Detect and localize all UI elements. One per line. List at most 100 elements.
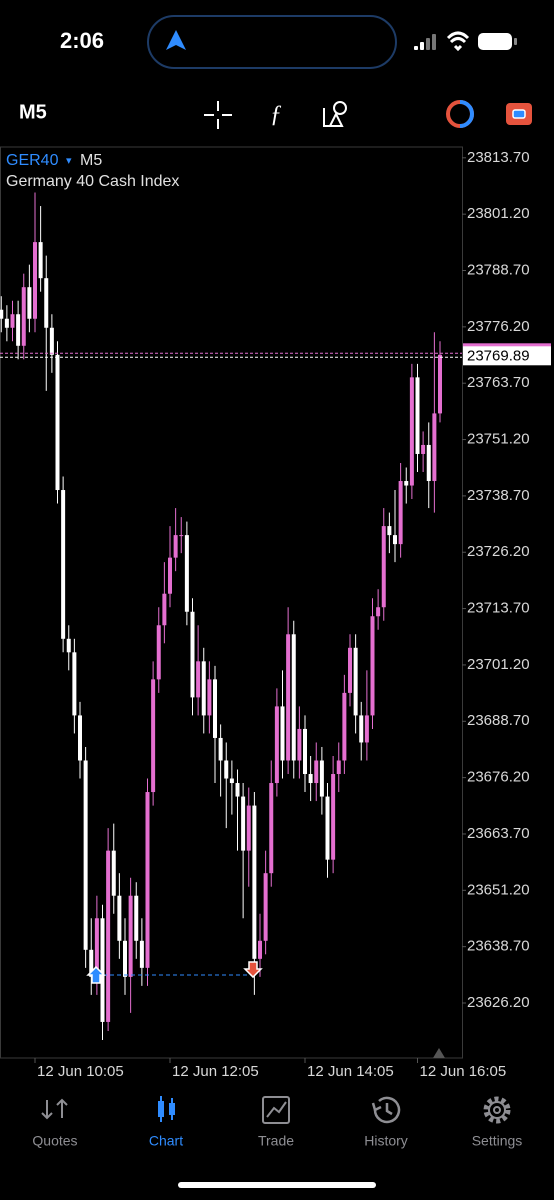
- candle-body: [173, 535, 178, 558]
- candle-body: [353, 647, 358, 716]
- candle-body: [207, 679, 212, 716]
- candle-body: [269, 783, 274, 874]
- candle-body: [246, 805, 251, 851]
- tab-trade[interactable]: Trade: [258, 1133, 294, 1149]
- candle-body: [27, 287, 32, 319]
- candle-body: [274, 706, 279, 784]
- quotes-icon: [41, 1098, 68, 1120]
- candle-body: [44, 278, 49, 328]
- candle-body: [241, 796, 246, 851]
- price-label-box: [463, 345, 551, 366]
- tab-settings[interactable]: Settings: [472, 1133, 523, 1149]
- candle-body: [263, 873, 268, 941]
- dynamic-island: [147, 15, 397, 69]
- tab-quotes[interactable]: Quotes: [32, 1133, 77, 1149]
- candle-body: [21, 287, 26, 346]
- candle-body: [16, 314, 21, 346]
- candle-body: [72, 652, 77, 716]
- candle-body: [229, 778, 234, 784]
- y-tick-label: 23813.70: [467, 149, 530, 166]
- location-icon: [166, 30, 186, 50]
- y-tick-label: 23713.70: [467, 600, 530, 617]
- candle-body: [184, 535, 189, 612]
- candle-body: [376, 607, 381, 617]
- candle-body: [409, 377, 414, 486]
- candle-body: [38, 242, 43, 279]
- trade-icon: [262, 1096, 290, 1124]
- candle-body: [364, 715, 369, 743]
- candle-body: [218, 737, 223, 761]
- candle-body: [33, 242, 37, 319]
- chart-frame: [0, 146, 463, 1059]
- candle-body: [0, 309, 4, 319]
- y-tick-label: 23688.70: [467, 712, 530, 729]
- candle-body: [235, 783, 240, 797]
- candle-body: [421, 444, 426, 454]
- indicators-button[interactable]: ƒ: [270, 102, 282, 128]
- candle-body: [83, 760, 88, 950]
- y-tick-label: 23738.70: [467, 487, 530, 504]
- candle-body: [78, 715, 82, 761]
- home-indicator: [178, 1182, 376, 1188]
- candle-body: [100, 918, 105, 1022]
- candle-body: [179, 535, 184, 537]
- candle-body: [297, 728, 302, 761]
- candle-body: [111, 850, 116, 896]
- y-tick-label: 23651.20: [467, 881, 530, 898]
- timeframe-button[interactable]: M5: [19, 101, 47, 123]
- candle-body: [370, 616, 375, 716]
- account-button-half: [459, 100, 474, 128]
- candle-body: [398, 481, 403, 545]
- candle-body: [168, 557, 172, 594]
- current-price-label: 23769.89: [467, 347, 530, 364]
- candle-body: [308, 774, 313, 784]
- candle-body: [55, 354, 60, 491]
- battery-tip: [514, 38, 517, 45]
- symbol-name[interactable]: GER40: [6, 152, 59, 169]
- objects-button[interactable]: [323, 101, 347, 127]
- candle-body: [94, 918, 99, 977]
- candle-body: [438, 354, 442, 414]
- candle-body: [162, 593, 167, 626]
- y-tick-label: 23763.70: [467, 374, 530, 391]
- sell-arrow: [243, 961, 263, 979]
- tab-history[interactable]: History: [364, 1133, 408, 1149]
- candle-body: [387, 526, 392, 536]
- candle-body: [314, 760, 319, 784]
- candle-body: [303, 728, 307, 775]
- candle-body: [348, 647, 352, 693]
- symbol-timeframe: M5: [80, 152, 102, 169]
- crosshair-button[interactable]: [204, 101, 232, 129]
- symbol-arrow: ▾: [66, 155, 72, 167]
- signal-icon: [414, 34, 436, 50]
- candle-body: [106, 850, 111, 1022]
- candle-body: [381, 526, 386, 608]
- y-tick-label: 23801.20: [467, 205, 530, 222]
- candle-body: [66, 638, 71, 653]
- candle-body: [10, 314, 15, 328]
- candle-body: [426, 444, 431, 482]
- candle-body: [134, 895, 139, 941]
- wifi-icon: [446, 31, 470, 52]
- status-time: 2:06: [60, 28, 104, 53]
- candle-body: [280, 706, 285, 761]
- candle-body: [128, 895, 133, 977]
- y-tick-label: 23676.20: [467, 769, 530, 786]
- buy-arrow: [86, 965, 106, 984]
- tab-chart[interactable]: Chart: [149, 1133, 183, 1149]
- candle-body: [117, 895, 122, 941]
- y-tick-label: 23751.20: [467, 431, 530, 448]
- candle-body: [123, 940, 127, 977]
- candle-body: [196, 661, 201, 698]
- candle-body: [432, 413, 437, 482]
- candle-body: [331, 774, 336, 860]
- candle-body: [224, 760, 229, 779]
- y-tick-label: 23626.20: [467, 994, 530, 1011]
- candle-body: [415, 377, 420, 454]
- candle-body: [258, 940, 262, 959]
- candle-body: [404, 481, 409, 486]
- candle-body: [325, 796, 330, 860]
- candle-body: [342, 692, 347, 761]
